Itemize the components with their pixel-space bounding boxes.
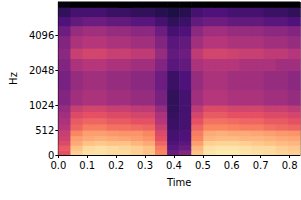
svg-text:0.1: 0.1 [79, 160, 95, 171]
svg-text:0.5: 0.5 [195, 160, 211, 171]
svg-text:512: 512 [35, 125, 54, 136]
svg-text:0.3: 0.3 [137, 160, 153, 171]
svg-text:Time: Time [166, 177, 191, 188]
svg-text:Hz: Hz [8, 72, 19, 85]
svg-text:0.8: 0.8 [282, 160, 298, 171]
svg-text:0.4: 0.4 [166, 160, 182, 171]
svg-text:0: 0 [48, 149, 55, 161]
svg-text:2048: 2048 [29, 65, 54, 76]
svg-text:4096: 4096 [29, 30, 54, 41]
svg-text:0.2: 0.2 [108, 160, 124, 171]
svg-text:0.0: 0.0 [50, 160, 66, 171]
svg-text:0.6: 0.6 [224, 160, 240, 171]
svg-text:1024: 1024 [29, 100, 54, 111]
svg-text:0.7: 0.7 [253, 160, 269, 171]
